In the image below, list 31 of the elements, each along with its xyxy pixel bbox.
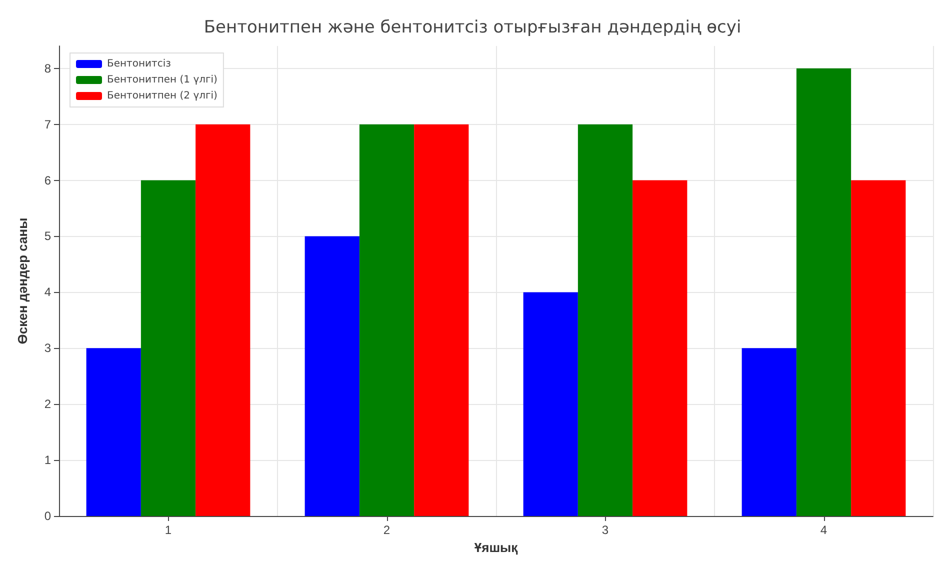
y-tick-label: 8	[44, 61, 52, 76]
x-tick-label: 1	[164, 523, 172, 537]
bar	[523, 292, 578, 516]
y-tick-label: 4	[44, 285, 52, 300]
y-axis-title: Өскен дәндер саны	[15, 218, 30, 344]
bar	[359, 124, 414, 516]
y-tick-label: 7	[44, 117, 52, 132]
bar	[796, 68, 852, 516]
x-axis-title: Ұяшық	[474, 540, 518, 555]
legend-label: Бентонитсіз	[107, 58, 171, 70]
x-tick-label: 3	[602, 523, 609, 537]
bar	[851, 180, 906, 516]
y-tick-label: 0	[44, 509, 52, 523]
bar	[304, 236, 360, 516]
legend-label: Бентонитпен (2 үлгі)	[107, 90, 218, 102]
y-tick-label: 5	[44, 229, 52, 244]
bar	[86, 348, 141, 516]
y-tick-label: 2	[44, 397, 52, 412]
chart-title: Бентонитпен және бентонитсіз отырғызған дәндердің өсуі	[204, 18, 742, 38]
y-tick-label: 6	[44, 173, 52, 188]
bar	[414, 124, 469, 516]
legend-label: Бентонитпен (1 үлгі)	[107, 74, 218, 86]
bar	[196, 124, 250, 516]
bar	[578, 124, 633, 516]
x-tick-label: 4	[820, 523, 828, 537]
bar	[140, 180, 196, 516]
bar	[742, 348, 796, 516]
x-tick-label: 2	[383, 523, 390, 537]
bar	[632, 180, 688, 516]
y-tick-label: 3	[44, 341, 52, 356]
y-tick-label: 1	[44, 453, 52, 468]
